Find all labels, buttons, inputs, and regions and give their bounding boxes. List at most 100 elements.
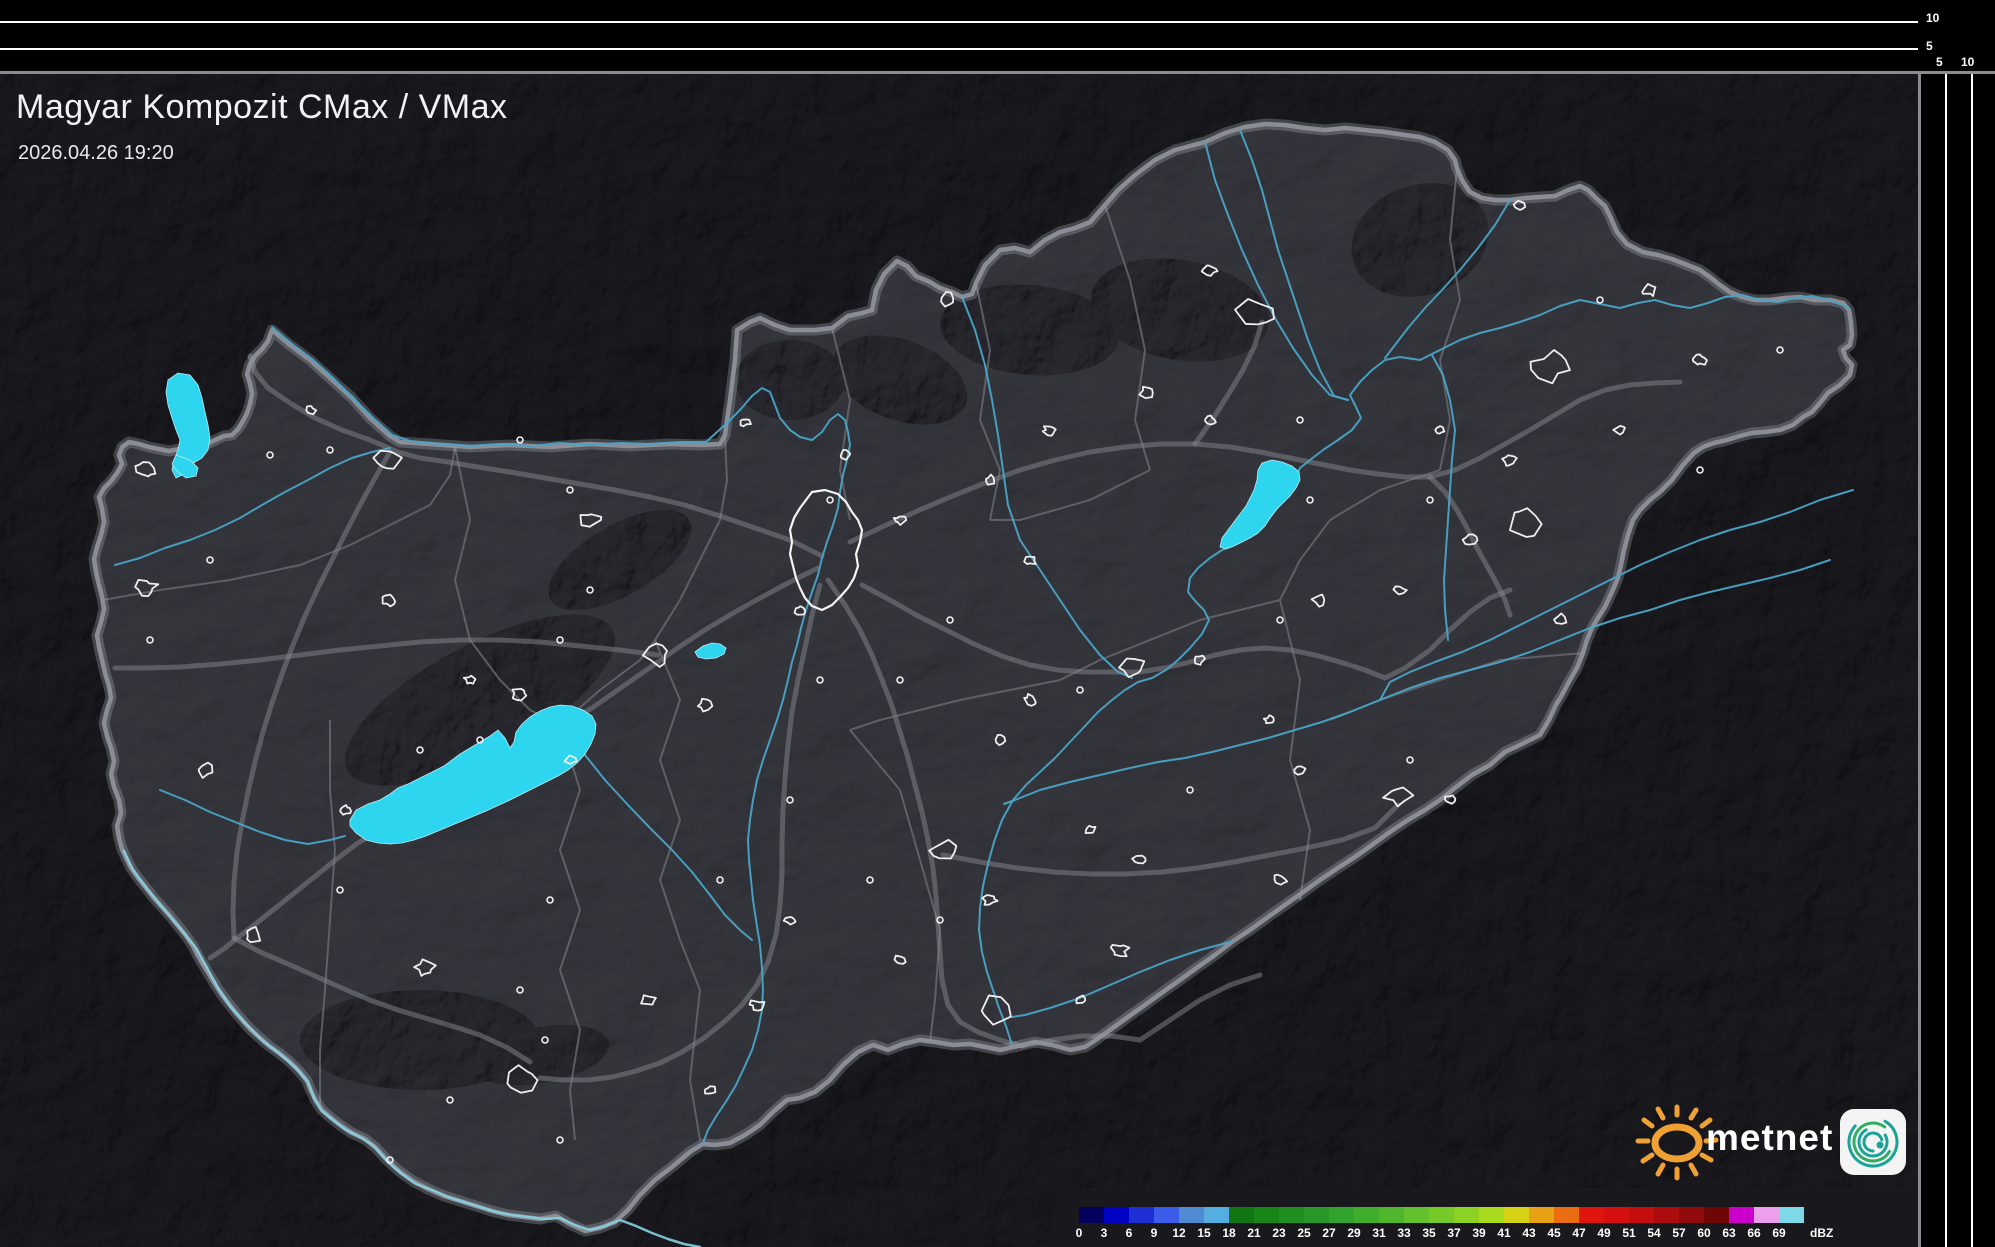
road-road8 [112, 637, 661, 671]
colorbar-tick-label: 66 [1747, 1226, 1761, 1240]
town-outline [1296, 416, 1304, 424]
colorbar-tick-label: 35 [1422, 1226, 1436, 1240]
town-outline [786, 796, 794, 804]
town-outline [416, 746, 424, 754]
city-outline [1041, 425, 1057, 437]
colorbar-cell [1279, 1207, 1304, 1223]
height-gridline-10km-vertical [1971, 74, 1973, 1247]
town-outline [206, 556, 214, 564]
colorbar-cell [1579, 1207, 1604, 1223]
city-outline [1118, 657, 1146, 679]
vmax-top-panel [0, 0, 1918, 71]
metnet-app-icon [1840, 1109, 1906, 1175]
height-gridline-5km-vertical [1945, 74, 1947, 1247]
river-zala [159, 789, 346, 845]
colorbar-cell [1729, 1207, 1754, 1223]
city-outline [1434, 425, 1446, 435]
colorbar-cell [1104, 1207, 1129, 1223]
city-outline [1075, 994, 1087, 1005]
county-boundary [849, 729, 942, 1043]
right-scale-label-10: 10 [1961, 55, 1975, 69]
city-outline [1392, 585, 1408, 596]
road-m1 [247, 353, 825, 559]
river-koros [1003, 559, 1831, 805]
road-m86 [230, 449, 393, 941]
county-boundary [654, 639, 702, 1141]
colorbar-tick-label: 60 [1697, 1226, 1711, 1240]
river-sio [564, 729, 753, 941]
colorbar-cell [1179, 1207, 1204, 1223]
colorbar-cell [1304, 1207, 1329, 1223]
city-outline [1200, 264, 1219, 277]
city-outline [1293, 765, 1307, 776]
colorbar-tick-label: 69 [1772, 1226, 1786, 1240]
town-outline [566, 486, 574, 494]
city-outline [1204, 414, 1217, 426]
vmax-right-panel [1921, 74, 1995, 1247]
city-outline [739, 418, 752, 428]
colorbar-tick-label: 21 [1247, 1226, 1261, 1240]
right-scale-label-5: 5 [1936, 55, 1943, 69]
river-raba [114, 447, 391, 566]
town-outline [146, 636, 154, 644]
city-outline [1612, 425, 1626, 436]
colorbar-tick-label: 39 [1472, 1226, 1486, 1240]
city-outline [1512, 199, 1527, 211]
city-outline [1310, 593, 1326, 608]
height-gridline-10km [0, 21, 1918, 23]
town-outline [936, 916, 944, 924]
town-outline [516, 436, 524, 444]
road-m6 [537, 582, 823, 1083]
town-outline [556, 1136, 564, 1144]
timestamp: 2026.04.26 19:20 [18, 142, 174, 164]
colorbar-tick-label: 23 [1272, 1226, 1286, 1240]
town-outline [546, 896, 554, 904]
colorbar-cell [1479, 1207, 1504, 1223]
town-outline [1696, 466, 1704, 474]
town-outline [1076, 686, 1084, 694]
river-canal [1431, 354, 1456, 641]
lake-balaton [349, 704, 597, 845]
river-maros [1011, 941, 1231, 1018]
river-hernad [1239, 129, 1349, 401]
town-outline [1596, 296, 1604, 304]
country-border [91, 121, 1855, 1234]
river-koros2 [1379, 489, 1854, 701]
height-gridline-5km [0, 48, 1918, 50]
town-outline [541, 1036, 549, 1044]
city-outline [506, 1064, 539, 1094]
colorbar-cell [1404, 1207, 1429, 1223]
city-outline [1262, 714, 1275, 725]
map-layers [0, 74, 1918, 1247]
town-outline [336, 886, 344, 894]
colorbar-cell [1554, 1207, 1579, 1223]
colorbar-tick-label: 15 [1197, 1226, 1211, 1240]
town-outline [516, 986, 524, 994]
town-outline [716, 876, 724, 884]
city-outline [1501, 454, 1518, 467]
city-outline [413, 958, 437, 977]
colorbar-unit-label: dBZ [1810, 1226, 1834, 1240]
colorbar-cell [1229, 1207, 1254, 1223]
colorbar-cell [1329, 1207, 1354, 1223]
city-outline [928, 838, 958, 860]
colorbar-tick-label: 41 [1497, 1226, 1511, 1240]
town-outline [1186, 786, 1194, 794]
colorbar-tick-label: 51 [1622, 1226, 1636, 1240]
town-outline [1276, 616, 1284, 624]
colorbar-tick-label: 29 [1347, 1226, 1361, 1240]
city-outline [748, 999, 766, 1012]
colorbar-cell [1654, 1207, 1679, 1223]
road-road44 [940, 802, 1401, 877]
town-outline [326, 446, 334, 454]
city-outline [994, 734, 1007, 746]
colorbar-tick-label: 63 [1722, 1226, 1736, 1240]
town-outline [896, 676, 904, 684]
county-boundary [831, 327, 852, 521]
city-outline [981, 894, 999, 906]
river-zagyva [961, 296, 1133, 679]
city-outline [1509, 507, 1543, 538]
colorbar-tick-label: 43 [1522, 1226, 1536, 1240]
city-outline [641, 642, 668, 668]
